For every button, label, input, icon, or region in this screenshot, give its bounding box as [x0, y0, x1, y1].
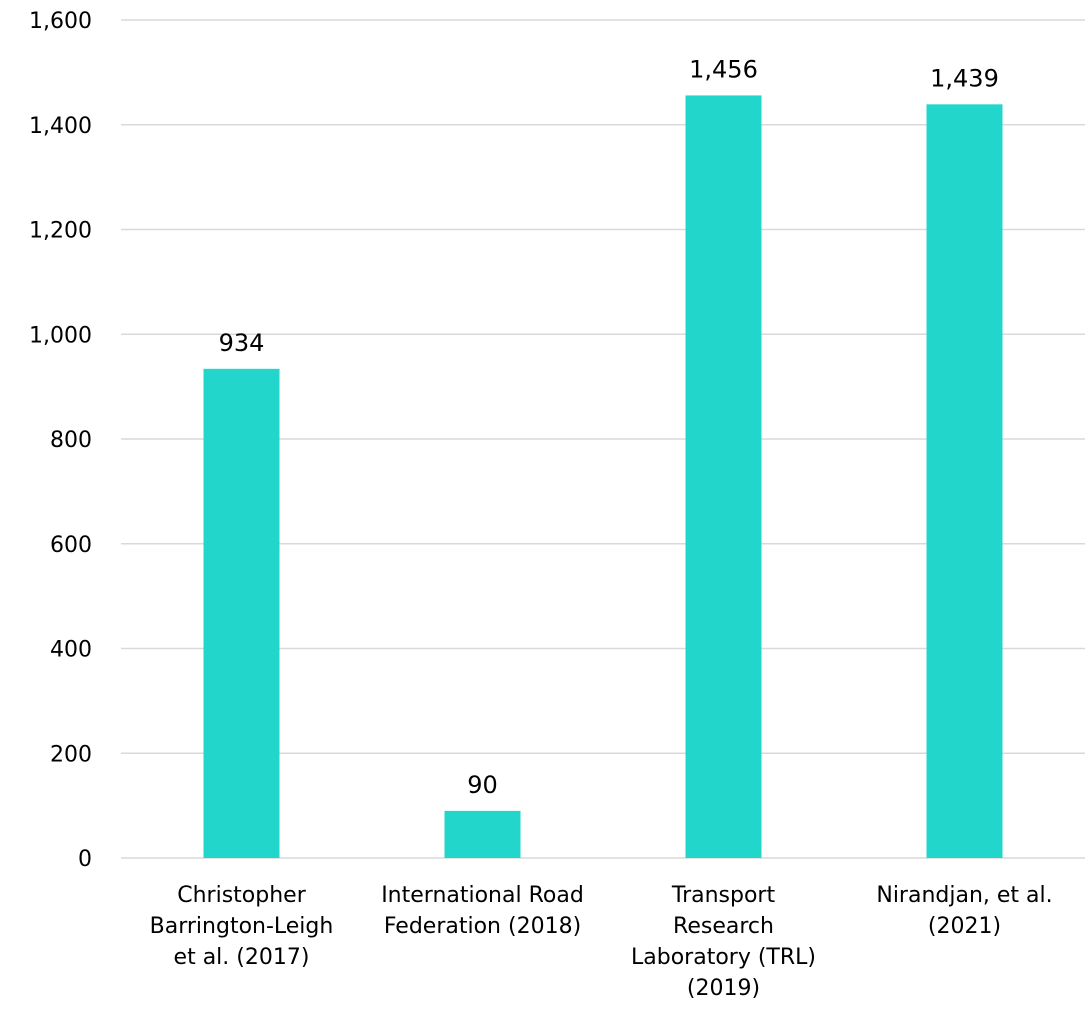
- gridlines: [121, 19, 1085, 859]
- y-tick-label: 400: [50, 638, 92, 663]
- data-label: 1,439: [930, 64, 999, 92]
- y-tick-label: 1,400: [29, 114, 92, 139]
- y-axis-ticks: 0 200 400 600 800 1,000 1,200 1,400 1,600: [29, 9, 92, 872]
- data-labels: 934 90 1,456 1,439: [219, 55, 999, 798]
- data-label: 90: [467, 771, 498, 799]
- bar: [685, 95, 762, 859]
- y-tick-label: 1,000: [29, 323, 92, 348]
- y-tick-label: 0: [78, 847, 92, 872]
- bars: [203, 95, 1003, 859]
- data-label: 934: [219, 329, 265, 357]
- x-axis-ticks: Christopher Barrington-Leigh et al. (2017)…: [150, 883, 1053, 1001]
- y-tick-label: 1,200: [29, 219, 92, 244]
- x-tick-label: Transport Research Laboratory (TRL) (2019): [631, 883, 816, 1001]
- bar: [926, 104, 1003, 859]
- x-tick-label: International Road Federation (2018): [381, 883, 584, 939]
- y-tick-label: 800: [50, 428, 92, 453]
- bar: [444, 810, 521, 858]
- bar: [203, 368, 280, 858]
- y-tick-label: 600: [50, 533, 92, 558]
- data-label: 1,456: [689, 55, 758, 83]
- x-tick-label: Nirandjan, et al. (2021): [876, 883, 1052, 939]
- y-tick-label: 1,600: [29, 9, 92, 34]
- y-tick-label: 200: [50, 742, 92, 767]
- x-tick-label: Christopher Barrington-Leigh et al. (2017): [150, 883, 334, 970]
